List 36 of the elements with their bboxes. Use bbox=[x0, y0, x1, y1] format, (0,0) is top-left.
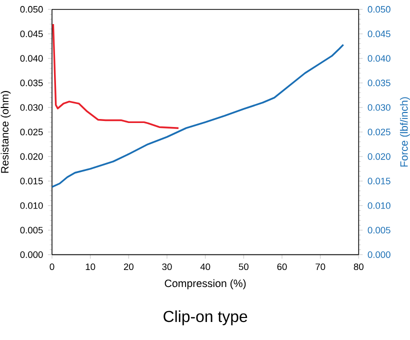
y2-tick-label: 0.040 bbox=[368, 55, 390, 62]
x-tick-label: 80 bbox=[354, 263, 364, 270]
y2-tick-label: 0.025 bbox=[368, 128, 390, 136]
x-tick-label: 30 bbox=[162, 263, 172, 270]
y-tick-label: 0.020 bbox=[20, 153, 43, 160]
y-tick-label: 0.005 bbox=[20, 226, 43, 234]
y2-tick-label: 0.000 bbox=[368, 251, 390, 258]
y2-axis-title: Force (lbf/inch) bbox=[400, 97, 410, 167]
y-tick-label: 0.045 bbox=[20, 30, 43, 38]
y-tick-label: 0.050 bbox=[20, 6, 43, 13]
text: Clip-on type bbox=[164, 310, 248, 326]
y-tick-label: 0.015 bbox=[20, 178, 43, 184]
x-axis-title: Compression (%) bbox=[164, 279, 246, 290]
y2-tick-label: 0.035 bbox=[368, 80, 390, 86]
x-tick-label: 70 bbox=[316, 263, 326, 270]
x-tick-label: 50 bbox=[238, 263, 248, 270]
x-tick-label: 60 bbox=[277, 263, 287, 270]
y-axis-title: Resistance (ohm) bbox=[0, 91, 11, 173]
line-series bbox=[52, 23, 180, 129]
y2-tick-label: 0.005 bbox=[368, 226, 390, 234]
y-tick-label: 0.010 bbox=[20, 202, 43, 209]
y2-tick-label: 0.020 bbox=[368, 153, 390, 160]
y-tick-label: 0.035 bbox=[20, 80, 43, 86]
y-tick-label: 0.000 bbox=[20, 251, 43, 258]
y-tick-label: 0.025 bbox=[20, 128, 43, 136]
x-tick-label: 40 bbox=[200, 263, 210, 270]
y-tick-label: 0.030 bbox=[20, 104, 43, 111]
y2-tick-label: 0.015 bbox=[368, 178, 390, 184]
y2-tick-label: 0.030 bbox=[368, 104, 390, 111]
x-tick-label: 20 bbox=[124, 263, 134, 270]
y2-tick-label: 0.050 bbox=[368, 6, 390, 13]
y2-tick-label: 0.010 bbox=[368, 202, 390, 209]
x-tick-label: 10 bbox=[86, 263, 96, 270]
y2-tick-label: 0.045 bbox=[368, 30, 390, 38]
y-tick-label: 0.040 bbox=[20, 55, 43, 62]
x-tick-label: 0 bbox=[50, 263, 54, 270]
